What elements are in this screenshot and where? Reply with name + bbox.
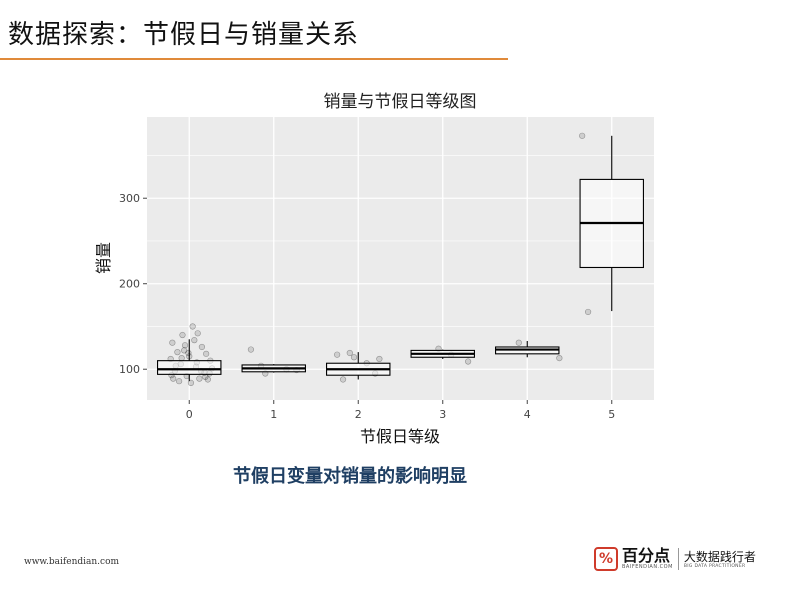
brand-slogan-en: BIG DATA PRACTITIONER <box>683 563 746 569</box>
brand-name: 百分点 <box>622 546 671 565</box>
x-tick-label: 4 <box>524 408 531 421</box>
data-point <box>181 347 188 354</box>
y-tick-label: 200 <box>119 278 140 291</box>
footer-url[interactable]: www.baifendian.com <box>24 557 120 567</box>
data-point <box>346 349 353 357</box>
boxes <box>157 135 644 382</box>
data-point <box>198 343 206 351</box>
brand-slogan-cn: 大数据践行者 <box>683 549 756 564</box>
x-tick-label: 5 <box>608 408 615 421</box>
data-point <box>170 375 177 382</box>
data-point <box>196 375 203 382</box>
brand-domain: BAIFENDIAN.COM <box>622 564 673 570</box>
title-accent-rule <box>0 58 508 60</box>
percent-icon: % <box>594 547 618 571</box>
x-axis-label: 节假日等级 <box>360 427 440 446</box>
slide-title: 数据探索：节假日与销量关系 <box>8 20 360 50</box>
x-tick-label: 1 <box>270 408 277 421</box>
data-point <box>191 337 198 344</box>
data-point <box>181 342 189 349</box>
data-point <box>334 351 341 358</box>
data-point <box>194 330 201 337</box>
data-point <box>189 323 196 330</box>
data-point <box>174 349 181 356</box>
y-tick-label: 100 <box>119 363 140 376</box>
brand-divider <box>677 548 679 570</box>
data-point <box>339 376 347 383</box>
data-point <box>247 346 255 353</box>
data-point <box>185 349 192 357</box>
data-point <box>376 355 383 363</box>
axes: 100 200 300 0 1 2 3 4 5 <box>119 192 615 421</box>
chart-title: 销量与节假日等级图 <box>324 92 477 112</box>
data-point <box>187 379 195 387</box>
data-point <box>515 339 522 346</box>
x-tick-label: 0 <box>186 408 193 421</box>
y-tick-label: 300 <box>119 192 140 205</box>
data-point <box>350 354 358 361</box>
data-point <box>179 331 186 339</box>
x-tick-label: 2 <box>355 408 362 421</box>
x-tick-label: 3 <box>439 408 446 421</box>
brand-slogan: 大数据践行者 BIG DATA PRACTITIONER <box>684 550 756 569</box>
brand-wordmark: 百分点 BAIFENDIAN.COM <box>622 546 673 571</box>
data-point <box>556 355 563 362</box>
data-point <box>176 378 183 385</box>
plot-panel <box>147 117 654 400</box>
y-axis-label: 销量 <box>94 242 113 274</box>
box-iqr <box>157 360 222 375</box>
brand-logo: % 百分点 BAIFENDIAN.COM 大数据践行者 BIG DATA PRA… <box>594 544 756 574</box>
data-point <box>169 339 176 346</box>
slide-caption: 节假日变量对销量的影响明显 <box>233 466 467 487</box>
data-point <box>203 350 210 357</box>
data-point <box>465 358 472 365</box>
data-point <box>204 376 211 383</box>
data-point <box>178 355 185 362</box>
data-point <box>584 308 592 316</box>
data-point <box>579 132 586 139</box>
